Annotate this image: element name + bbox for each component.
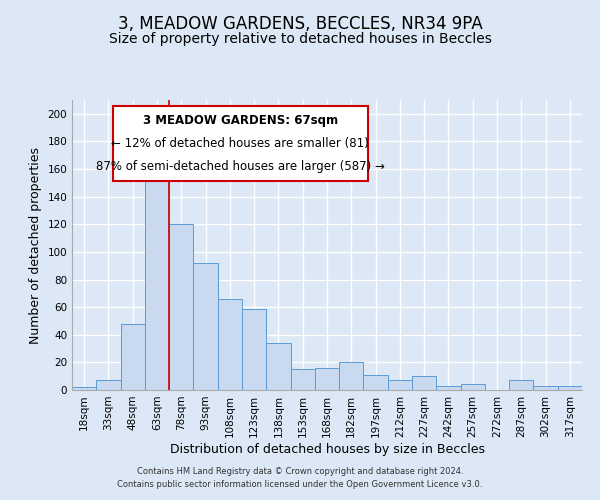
Bar	[388, 380, 412, 390]
Bar	[461, 384, 485, 390]
Bar	[290, 370, 315, 390]
Bar	[315, 368, 339, 390]
Bar	[193, 263, 218, 390]
Bar	[339, 362, 364, 390]
Bar	[509, 380, 533, 390]
Y-axis label: Number of detached properties: Number of detached properties	[29, 146, 42, 344]
Bar	[242, 308, 266, 390]
Bar	[218, 299, 242, 390]
Bar	[558, 386, 582, 390]
FancyBboxPatch shape	[113, 106, 368, 181]
Text: ← 12% of detached houses are smaller (81): ← 12% of detached houses are smaller (81…	[112, 137, 369, 150]
Bar	[145, 158, 169, 390]
Bar	[412, 376, 436, 390]
Bar	[364, 375, 388, 390]
Text: 3, MEADOW GARDENS, BECCLES, NR34 9PA: 3, MEADOW GARDENS, BECCLES, NR34 9PA	[118, 15, 482, 33]
Bar	[169, 224, 193, 390]
Bar	[266, 343, 290, 390]
X-axis label: Distribution of detached houses by size in Beccles: Distribution of detached houses by size …	[170, 442, 485, 456]
Bar	[72, 387, 96, 390]
Bar	[121, 324, 145, 390]
Bar	[533, 386, 558, 390]
Text: 87% of semi-detached houses are larger (587) →: 87% of semi-detached houses are larger (…	[96, 160, 385, 172]
Text: Size of property relative to detached houses in Beccles: Size of property relative to detached ho…	[109, 32, 491, 46]
Text: Contains public sector information licensed under the Open Government Licence v3: Contains public sector information licen…	[118, 480, 482, 489]
Bar	[96, 380, 121, 390]
Text: 3 MEADOW GARDENS: 67sqm: 3 MEADOW GARDENS: 67sqm	[143, 114, 338, 128]
Bar	[436, 386, 461, 390]
Text: Contains HM Land Registry data © Crown copyright and database right 2024.: Contains HM Land Registry data © Crown c…	[137, 467, 463, 476]
